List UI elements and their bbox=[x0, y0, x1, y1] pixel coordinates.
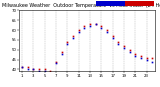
Text: Milwaukee Weather  Outdoor Temperature  vs Heat Index  (24 Hours): Milwaukee Weather Outdoor Temperature vs… bbox=[2, 3, 160, 8]
